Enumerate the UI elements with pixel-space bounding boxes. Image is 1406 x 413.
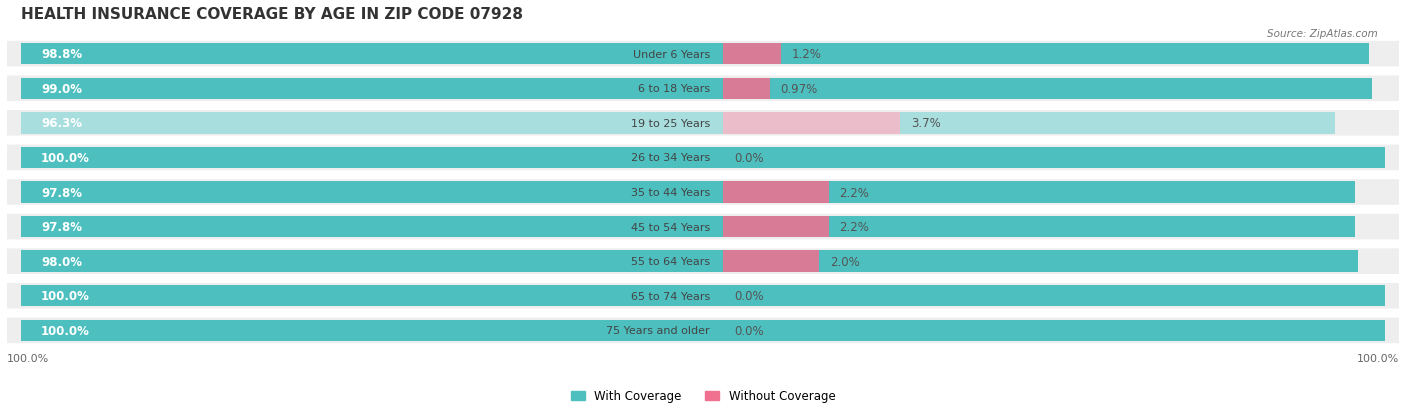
Bar — [724, 216, 828, 238]
Legend: With Coverage, Without Coverage: With Coverage, Without Coverage — [565, 385, 841, 407]
FancyBboxPatch shape — [7, 180, 1399, 205]
Text: 99.0%: 99.0% — [41, 83, 82, 95]
Bar — [21, 78, 1372, 100]
Text: 96.3%: 96.3% — [41, 117, 82, 130]
Bar — [21, 320, 1385, 341]
Bar — [21, 251, 1358, 272]
Text: 35 to 44 Years: 35 to 44 Years — [630, 188, 710, 197]
FancyBboxPatch shape — [7, 249, 1399, 274]
Text: 45 to 54 Years: 45 to 54 Years — [630, 222, 710, 232]
Text: Source: ZipAtlas.com: Source: ZipAtlas.com — [1267, 29, 1378, 39]
Bar — [724, 182, 828, 203]
Text: 2.0%: 2.0% — [830, 255, 859, 268]
Bar — [21, 216, 1355, 238]
Bar — [21, 113, 1334, 134]
Text: 100.0%: 100.0% — [1357, 353, 1399, 363]
Bar — [21, 182, 1355, 203]
Text: 100.0%: 100.0% — [41, 324, 90, 337]
FancyBboxPatch shape — [7, 42, 1399, 67]
Text: 6 to 18 Years: 6 to 18 Years — [638, 84, 710, 94]
Bar — [21, 285, 1385, 307]
Text: 2.2%: 2.2% — [839, 186, 869, 199]
FancyBboxPatch shape — [7, 76, 1399, 102]
Text: 100.0%: 100.0% — [7, 353, 49, 363]
Text: 0.0%: 0.0% — [734, 290, 763, 303]
FancyBboxPatch shape — [7, 214, 1399, 240]
Text: 55 to 64 Years: 55 to 64 Years — [631, 256, 710, 266]
Text: 1.2%: 1.2% — [792, 48, 821, 61]
Text: 100.0%: 100.0% — [41, 290, 90, 303]
Text: 98.8%: 98.8% — [41, 48, 82, 61]
Text: 0.0%: 0.0% — [734, 324, 763, 337]
Bar — [724, 251, 820, 272]
FancyBboxPatch shape — [7, 111, 1399, 136]
Text: 97.8%: 97.8% — [41, 186, 82, 199]
Text: 97.8%: 97.8% — [41, 221, 82, 233]
Bar — [21, 147, 1385, 169]
Bar — [724, 44, 780, 65]
Text: 2.2%: 2.2% — [839, 221, 869, 233]
Text: 19 to 25 Years: 19 to 25 Years — [630, 119, 710, 128]
Text: 0.97%: 0.97% — [780, 83, 818, 95]
FancyBboxPatch shape — [7, 318, 1399, 343]
Text: HEALTH INSURANCE COVERAGE BY AGE IN ZIP CODE 07928: HEALTH INSURANCE COVERAGE BY AGE IN ZIP … — [21, 7, 523, 22]
Text: 98.0%: 98.0% — [41, 255, 82, 268]
Text: 3.7%: 3.7% — [911, 117, 941, 130]
Text: 65 to 74 Years: 65 to 74 Years — [630, 291, 710, 301]
FancyBboxPatch shape — [7, 145, 1399, 171]
Text: Under 6 Years: Under 6 Years — [633, 50, 710, 59]
Bar — [724, 78, 770, 100]
Text: 0.0%: 0.0% — [734, 152, 763, 164]
Bar — [724, 113, 900, 134]
Text: 75 Years and older: 75 Years and older — [606, 325, 710, 335]
FancyBboxPatch shape — [7, 283, 1399, 309]
Bar — [21, 44, 1369, 65]
Text: 26 to 34 Years: 26 to 34 Years — [630, 153, 710, 163]
Text: 100.0%: 100.0% — [41, 152, 90, 164]
